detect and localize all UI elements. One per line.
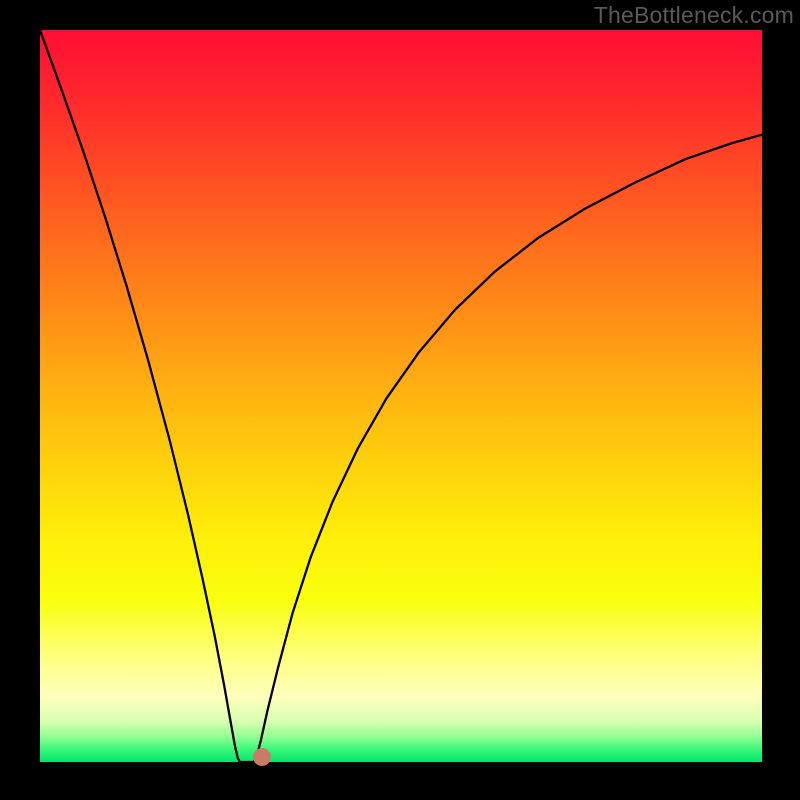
plot-area bbox=[40, 30, 762, 762]
watermark-text: TheBottleneck.com bbox=[594, 2, 794, 29]
chart-svg bbox=[40, 30, 762, 762]
optimum-marker bbox=[253, 748, 271, 766]
gradient-background bbox=[40, 30, 762, 762]
